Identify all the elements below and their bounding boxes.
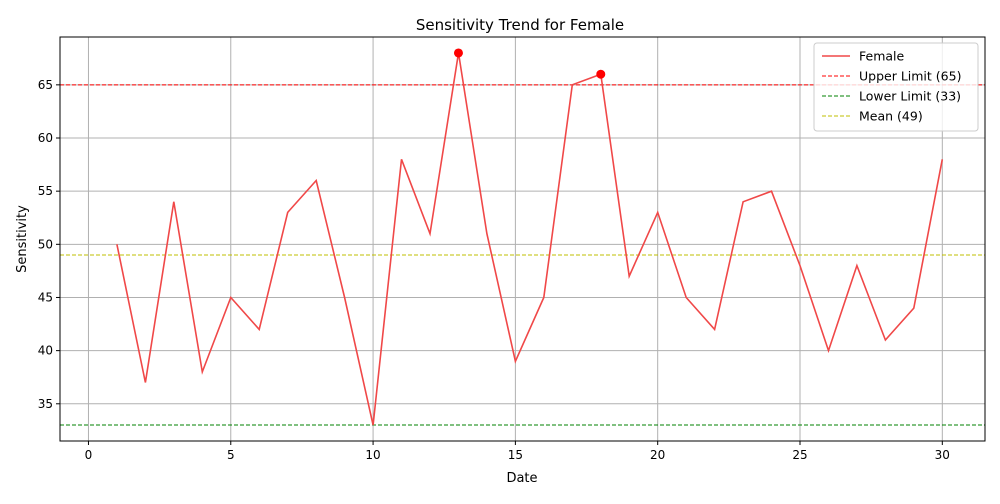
- legend-label: Mean (49): [859, 109, 923, 124]
- legend-label: Lower Limit (33): [859, 89, 961, 104]
- legend-label: Female: [859, 49, 905, 64]
- x-tick-label: 25: [792, 448, 807, 462]
- x-tick-label: 5: [227, 448, 235, 462]
- plot-frame: [59, 36, 986, 442]
- series-lines: [116, 52, 944, 426]
- legend-label: Upper Limit (65): [859, 69, 961, 84]
- legend-box: [813, 42, 979, 132]
- x-tick-label: 0: [85, 448, 93, 462]
- y-tick-label: 40: [38, 344, 53, 358]
- y-tick-label: 35: [38, 397, 53, 411]
- series-line-female: [116, 52, 944, 426]
- x-axis-label: Date: [506, 471, 537, 486]
- y-tick-label: 65: [38, 78, 53, 92]
- y-tick-label: 55: [38, 184, 53, 198]
- y-tick-label: 45: [38, 290, 53, 304]
- legend: Female Upper Limit (65) Lower Limit (33) Me…: [813, 42, 979, 132]
- x-tick-label: 15: [508, 448, 523, 462]
- x-tick-label: 10: [365, 448, 380, 462]
- chart-title: Sensitivity Trend for Female: [416, 16, 624, 34]
- outlier-point: [453, 48, 463, 58]
- outlier-point: [596, 69, 606, 79]
- x-axis-ticks: 0 5 10 15 20 25 30: [85, 441, 950, 462]
- x-tick-label: 30: [935, 448, 950, 462]
- y-tick-label: 50: [38, 237, 53, 251]
- outlier-points: [453, 48, 606, 79]
- y-axis-ticks: 35 40 45 50 55 60 65: [38, 78, 60, 411]
- x-tick-label: 20: [650, 448, 665, 462]
- y-tick-label: 60: [38, 131, 53, 145]
- y-axis-label: Sensitivity: [15, 205, 30, 273]
